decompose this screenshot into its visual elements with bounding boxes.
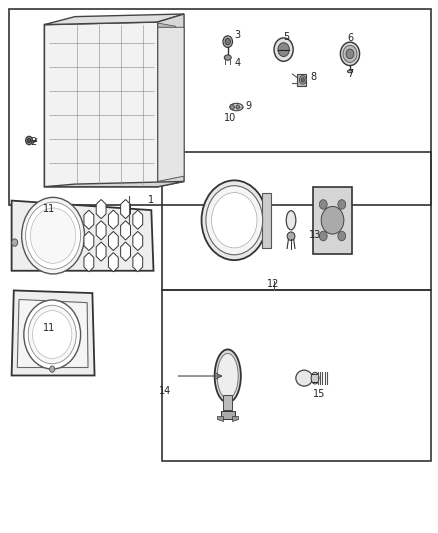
Circle shape (49, 366, 55, 372)
Polygon shape (158, 108, 175, 127)
Polygon shape (217, 416, 223, 421)
Circle shape (27, 139, 31, 143)
Circle shape (338, 231, 346, 241)
Text: 11: 11 (42, 204, 55, 214)
Polygon shape (109, 253, 118, 272)
Polygon shape (44, 22, 158, 187)
Text: 14: 14 (159, 386, 171, 397)
Circle shape (340, 42, 360, 66)
Text: 11: 11 (42, 322, 55, 333)
Circle shape (230, 104, 234, 110)
Polygon shape (84, 231, 94, 251)
Circle shape (206, 185, 263, 255)
Circle shape (21, 197, 85, 274)
Text: 13: 13 (309, 230, 321, 240)
Polygon shape (158, 151, 175, 169)
Bar (262, 192, 271, 248)
Polygon shape (109, 210, 118, 229)
Circle shape (30, 208, 76, 263)
Circle shape (319, 200, 327, 209)
Text: 9: 9 (245, 101, 251, 111)
Circle shape (201, 180, 267, 260)
Text: 4: 4 (234, 59, 240, 68)
Text: 10: 10 (224, 113, 236, 123)
Bar (223, 395, 232, 410)
Ellipse shape (224, 55, 231, 60)
Ellipse shape (311, 372, 319, 384)
Circle shape (319, 231, 327, 241)
Ellipse shape (296, 370, 312, 386)
Circle shape (28, 305, 76, 364)
Circle shape (24, 300, 81, 369)
Ellipse shape (215, 350, 241, 402)
Polygon shape (96, 242, 106, 261)
Polygon shape (133, 210, 143, 229)
Text: 15: 15 (313, 389, 325, 399)
Circle shape (321, 206, 344, 234)
Circle shape (346, 49, 354, 59)
Circle shape (225, 38, 230, 45)
Circle shape (274, 38, 293, 61)
Polygon shape (84, 253, 94, 272)
Circle shape (212, 192, 257, 248)
Circle shape (301, 78, 304, 82)
Ellipse shape (230, 103, 243, 111)
Bar (162, 290, 431, 461)
Circle shape (278, 43, 289, 56)
Polygon shape (12, 290, 95, 375)
Circle shape (223, 36, 233, 47)
Text: 6: 6 (347, 33, 353, 43)
Polygon shape (133, 231, 143, 251)
Polygon shape (120, 199, 131, 219)
Polygon shape (313, 187, 352, 254)
Text: 7: 7 (347, 69, 353, 79)
Ellipse shape (286, 211, 296, 230)
Polygon shape (120, 242, 131, 261)
Polygon shape (158, 14, 184, 187)
Polygon shape (44, 14, 184, 25)
Polygon shape (84, 210, 94, 229)
Polygon shape (109, 231, 118, 251)
Text: 12: 12 (267, 279, 280, 289)
Ellipse shape (217, 353, 238, 399)
Bar (10, 9, 431, 205)
Polygon shape (44, 181, 184, 187)
Text: 3: 3 (234, 30, 240, 41)
Bar (221, 411, 235, 418)
Circle shape (338, 200, 346, 209)
Circle shape (32, 311, 72, 359)
Circle shape (12, 239, 18, 246)
Text: 8: 8 (311, 72, 317, 82)
Polygon shape (158, 27, 184, 181)
Polygon shape (96, 221, 106, 240)
Circle shape (236, 105, 240, 109)
Ellipse shape (347, 70, 353, 72)
Polygon shape (12, 200, 153, 271)
Ellipse shape (287, 232, 295, 240)
Polygon shape (120, 221, 131, 240)
Circle shape (25, 202, 81, 269)
Polygon shape (297, 74, 306, 86)
Bar (162, 152, 431, 290)
Polygon shape (17, 300, 88, 368)
Polygon shape (96, 199, 106, 219)
Polygon shape (133, 253, 143, 272)
Polygon shape (158, 66, 175, 85)
Polygon shape (158, 23, 175, 42)
Circle shape (25, 136, 32, 145)
Circle shape (343, 45, 357, 62)
Text: 1: 1 (148, 195, 154, 205)
Polygon shape (232, 416, 238, 421)
Text: 2: 2 (30, 136, 37, 147)
Circle shape (299, 76, 306, 84)
Text: 5: 5 (283, 32, 290, 42)
